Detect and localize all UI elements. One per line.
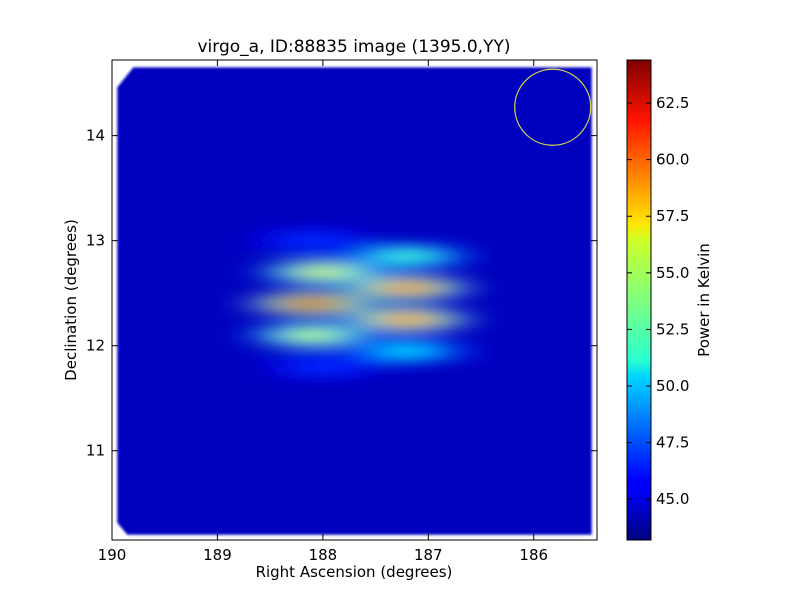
source-blob: [264, 353, 381, 380]
x-tick-label: 189: [203, 546, 232, 564]
colorbar-tick-label: 60.0: [656, 151, 689, 169]
x-tick-label: 187: [414, 546, 443, 564]
colorbar-tick-label: 55.0: [656, 264, 689, 282]
x-axis-ticks: 190 189 188 187 186: [98, 60, 548, 564]
colorbar: [626, 59, 652, 541]
source-contour: [389, 282, 426, 293]
source-contour: [389, 251, 426, 262]
y-axis-label: Declination (degrees): [62, 219, 80, 381]
colorbar-tick-label: 52.5: [656, 320, 689, 338]
colorbar-tick-label: 57.5: [656, 207, 689, 225]
source-contour: [304, 361, 341, 372]
colorbar-label: Power in Kelvin: [695, 243, 713, 357]
source-blob: [349, 337, 466, 364]
beam-marker: [514, 68, 592, 146]
colorbar-tick-label: 50.0: [656, 377, 689, 395]
source-blob: [349, 274, 466, 301]
x-tick-label: 186: [519, 546, 548, 564]
source-blob: [254, 227, 371, 254]
source-blob: [349, 306, 466, 333]
source-contour: [294, 298, 331, 309]
sources-layer: [254, 227, 466, 380]
colorbar-tick-label: 62.5: [656, 94, 689, 112]
colorbar-tick-label: 47.5: [656, 434, 689, 452]
chart-title: virgo_a, ID:88835 image (1395.0,YY): [198, 37, 511, 57]
y-tick-label: 14: [86, 127, 105, 145]
source-blob: [349, 243, 466, 270]
x-tick-label: 190: [98, 546, 127, 564]
source-contour: [304, 267, 341, 278]
source-blob: [254, 290, 371, 317]
source-contour: [389, 345, 426, 356]
source-blob: [264, 259, 381, 286]
x-tick-label: 188: [309, 546, 338, 564]
x-axis-label: Right Ascension (degrees): [256, 563, 453, 581]
colorbar-tick-label: 45.0: [656, 490, 689, 508]
plot-frame: [111, 59, 598, 541]
y-axis-ticks: 11 12 13 14: [86, 127, 597, 460]
source-contour: [294, 330, 331, 341]
y-tick-label: 12: [86, 337, 105, 355]
y-tick-label: 11: [86, 442, 105, 460]
source-contour: [389, 314, 426, 325]
source-contour: [294, 235, 331, 246]
source-blob: [254, 322, 371, 349]
y-tick-label: 13: [86, 232, 105, 250]
colorbar-ticks: 45.0 47.5 50.0 52.5 55.0 57.5 60.0 62.5: [627, 94, 689, 508]
